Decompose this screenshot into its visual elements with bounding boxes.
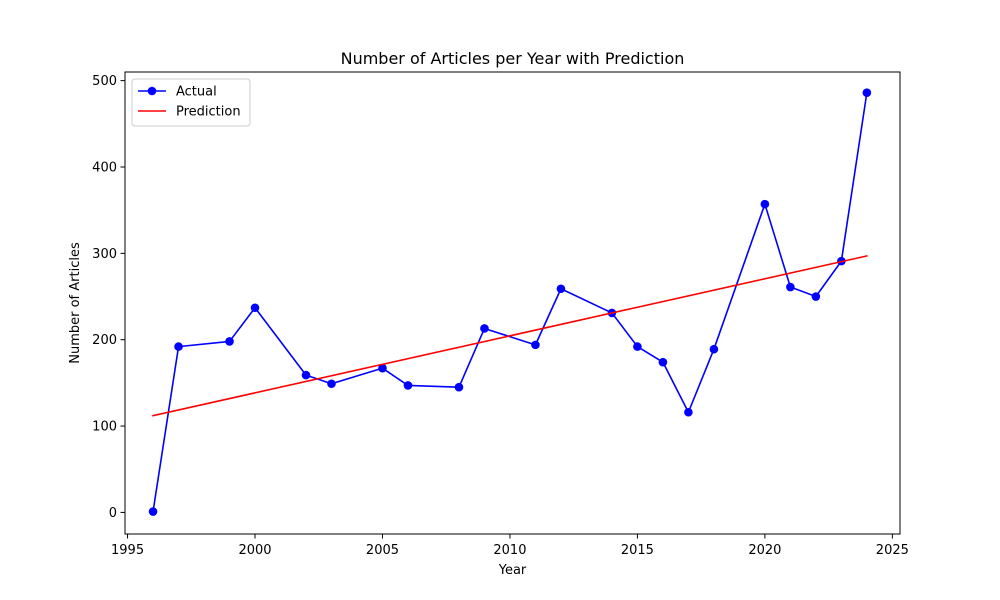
data-point-actual [684,407,693,417]
data-point-actual [633,342,642,351]
y-tick-label: 200 [92,333,117,348]
data-point-actual [454,382,464,392]
y-tick-label: 100 [92,420,117,435]
data-point-actual [862,88,872,98]
y-tick-label: 500 [92,74,117,89]
x-tick-label: 2010 [493,543,526,558]
x-tick-label: 2025 [876,543,909,558]
data-point-actual [709,344,719,354]
legend: Actual Prediction [131,78,251,127]
data-point-actual [225,337,234,346]
legend-label-prediction: Prediction [176,105,241,120]
x-axis-label: Year [498,563,527,578]
data-point-actual [174,342,183,351]
x-tick-label: 2000 [238,543,271,558]
y-axis-label: Number of Articles [68,242,83,364]
y-tick-label: 400 [92,160,117,175]
data-point-actual [531,340,540,350]
x-tick-label: 2020 [748,543,781,558]
x-tick-label: 2015 [621,543,654,558]
data-point-actual [786,282,795,292]
y-tick-label: 300 [92,247,117,262]
data-point-actual [250,303,260,313]
axes-background [125,72,900,534]
data-point-actual [148,507,158,516]
x-tick-label: 1995 [111,543,144,558]
data-point-actual [403,381,413,390]
x-tick-label: 2005 [366,543,399,558]
legend-label-actual: Actual [176,85,217,100]
data-point-actual [301,370,311,380]
data-point-actual [658,357,668,367]
data-point-actual [480,324,489,333]
series-line-actual [152,91,868,513]
data-point-actual [327,379,336,389]
data-point-actual [811,292,821,301]
axes-frame [124,71,901,535]
legend-marker-actual [147,86,157,96]
plot-area: 1995 2000 2005 2010 2015 2020 2025 0 100 200 300 40… [92,71,909,558]
y-tick-label: 0 [109,506,117,521]
data-point-actual [556,284,566,294]
data-point-actual [378,363,387,373]
chart-title: Number of Articles per Year with Predict… [341,49,685,68]
series-line-prediction [152,254,868,417]
data-point-actual [760,199,770,209]
